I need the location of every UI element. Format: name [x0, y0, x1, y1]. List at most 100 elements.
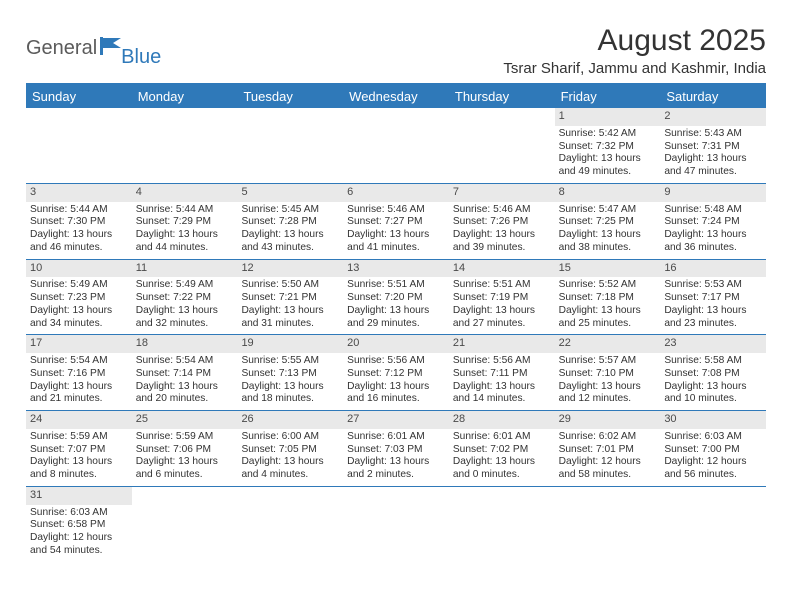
daylight-line: Daylight: 13 hours — [136, 229, 234, 242]
calendar-cell — [555, 487, 661, 562]
sunrise-line: Sunrise: 5:46 AM — [453, 204, 551, 217]
sunset-line: Sunset: 7:32 PM — [559, 141, 657, 154]
day-details: Sunrise: 5:49 AMSunset: 7:23 PMDaylight:… — [26, 277, 132, 334]
daylight-line: and 2 minutes. — [347, 469, 445, 482]
calendar-cell — [132, 108, 238, 183]
sunset-line: Sunset: 7:27 PM — [347, 216, 445, 229]
sunrise-line: Sunrise: 6:03 AM — [664, 431, 762, 444]
sunrise-line: Sunrise: 5:42 AM — [559, 128, 657, 141]
calendar-cell: 22Sunrise: 5:57 AMSunset: 7:10 PMDayligh… — [555, 335, 661, 410]
day-number: 9 — [660, 184, 766, 202]
daylight-line: Daylight: 13 hours — [136, 305, 234, 318]
day-details: Sunrise: 5:51 AMSunset: 7:19 PMDaylight:… — [449, 277, 555, 334]
calendar-cell: 7Sunrise: 5:46 AMSunset: 7:26 PMDaylight… — [449, 184, 555, 259]
sunrise-line: Sunrise: 5:47 AM — [559, 204, 657, 217]
day-details: Sunrise: 5:55 AMSunset: 7:13 PMDaylight:… — [237, 353, 343, 410]
calendar-cell — [660, 487, 766, 562]
sunset-line: Sunset: 7:01 PM — [559, 444, 657, 457]
daylight-line: and 56 minutes. — [664, 469, 762, 482]
daylight-line: and 27 minutes. — [453, 318, 551, 331]
sunrise-line: Sunrise: 6:01 AM — [453, 431, 551, 444]
calendar-cell: 29Sunrise: 6:02 AMSunset: 7:01 PMDayligh… — [555, 411, 661, 486]
logo: General Blue — [26, 28, 161, 69]
daylight-line: and 23 minutes. — [664, 318, 762, 331]
day-details: Sunrise: 5:42 AMSunset: 7:32 PMDaylight:… — [555, 126, 661, 183]
daylight-line: Daylight: 12 hours — [559, 456, 657, 469]
calendar-cell: 20Sunrise: 5:56 AMSunset: 7:12 PMDayligh… — [343, 335, 449, 410]
sunrise-line: Sunrise: 5:56 AM — [453, 355, 551, 368]
calendar-header-row: Sunday Monday Tuesday Wednesday Thursday… — [26, 85, 766, 108]
sunrise-line: Sunrise: 5:55 AM — [241, 355, 339, 368]
sunset-line: Sunset: 7:08 PM — [664, 368, 762, 381]
calendar-cell — [449, 487, 555, 562]
sunrise-line: Sunrise: 5:50 AM — [241, 279, 339, 292]
calendar-cell — [237, 487, 343, 562]
daylight-line: Daylight: 13 hours — [347, 229, 445, 242]
sunset-line: Sunset: 6:58 PM — [30, 519, 128, 532]
calendar-cell: 18Sunrise: 5:54 AMSunset: 7:14 PMDayligh… — [132, 335, 238, 410]
daylight-line: Daylight: 13 hours — [453, 381, 551, 394]
daylight-line: and 6 minutes. — [136, 469, 234, 482]
day-details: Sunrise: 5:54 AMSunset: 7:16 PMDaylight:… — [26, 353, 132, 410]
daylight-line: and 21 minutes. — [30, 393, 128, 406]
calendar-cell: 30Sunrise: 6:03 AMSunset: 7:00 PMDayligh… — [660, 411, 766, 486]
daylight-line: and 12 minutes. — [559, 393, 657, 406]
sunrise-line: Sunrise: 5:54 AM — [30, 355, 128, 368]
sunset-line: Sunset: 7:05 PM — [241, 444, 339, 457]
daylight-line: Daylight: 13 hours — [30, 381, 128, 394]
day-details: Sunrise: 6:03 AMSunset: 6:58 PMDaylight:… — [26, 505, 132, 562]
daylight-line: Daylight: 13 hours — [136, 456, 234, 469]
daylight-line: and 58 minutes. — [559, 469, 657, 482]
day-details: Sunrise: 5:44 AMSunset: 7:30 PMDaylight:… — [26, 202, 132, 259]
day-details: Sunrise: 5:45 AMSunset: 7:28 PMDaylight:… — [237, 202, 343, 259]
day-details: Sunrise: 5:53 AMSunset: 7:17 PMDaylight:… — [660, 277, 766, 334]
daylight-line: Daylight: 13 hours — [30, 305, 128, 318]
daylight-line: Daylight: 13 hours — [453, 305, 551, 318]
day-details: Sunrise: 5:54 AMSunset: 7:14 PMDaylight:… — [132, 353, 238, 410]
sunset-line: Sunset: 7:16 PM — [30, 368, 128, 381]
day-number: 10 — [26, 260, 132, 278]
sunrise-line: Sunrise: 5:49 AM — [136, 279, 234, 292]
day-number: 7 — [449, 184, 555, 202]
calendar-cell: 16Sunrise: 5:53 AMSunset: 7:17 PMDayligh… — [660, 260, 766, 335]
day-details: Sunrise: 5:58 AMSunset: 7:08 PMDaylight:… — [660, 353, 766, 410]
daylight-line: and 38 minutes. — [559, 242, 657, 255]
day-details: Sunrise: 5:47 AMSunset: 7:25 PMDaylight:… — [555, 202, 661, 259]
day-number: 16 — [660, 260, 766, 278]
daylight-line: Daylight: 12 hours — [30, 532, 128, 545]
calendar-cell: 11Sunrise: 5:49 AMSunset: 7:22 PMDayligh… — [132, 260, 238, 335]
sunrise-line: Sunrise: 5:51 AM — [347, 279, 445, 292]
daylight-line: Daylight: 13 hours — [241, 456, 339, 469]
calendar-cell: 21Sunrise: 5:56 AMSunset: 7:11 PMDayligh… — [449, 335, 555, 410]
daylight-line: Daylight: 13 hours — [559, 153, 657, 166]
day-header: Thursday — [449, 85, 555, 108]
sunrise-line: Sunrise: 5:49 AM — [30, 279, 128, 292]
day-number: 29 — [555, 411, 661, 429]
calendar-row: 24Sunrise: 5:59 AMSunset: 7:07 PMDayligh… — [26, 411, 766, 487]
sunrise-line: Sunrise: 5:59 AM — [136, 431, 234, 444]
sunset-line: Sunset: 7:11 PM — [453, 368, 551, 381]
day-details: Sunrise: 5:56 AMSunset: 7:11 PMDaylight:… — [449, 353, 555, 410]
sunrise-line: Sunrise: 5:43 AM — [664, 128, 762, 141]
daylight-line: and 4 minutes. — [241, 469, 339, 482]
day-number: 5 — [237, 184, 343, 202]
day-details: Sunrise: 5:44 AMSunset: 7:29 PMDaylight:… — [132, 202, 238, 259]
sunset-line: Sunset: 7:31 PM — [664, 141, 762, 154]
calendar-cell: 12Sunrise: 5:50 AMSunset: 7:21 PMDayligh… — [237, 260, 343, 335]
sunset-line: Sunset: 7:07 PM — [30, 444, 128, 457]
header: General Blue August 2025 Tsrar Sharif, J… — [26, 24, 766, 77]
day-details: Sunrise: 5:52 AMSunset: 7:18 PMDaylight:… — [555, 277, 661, 334]
day-header: Monday — [132, 85, 238, 108]
calendar-cell: 9Sunrise: 5:48 AMSunset: 7:24 PMDaylight… — [660, 184, 766, 259]
sunset-line: Sunset: 7:12 PM — [347, 368, 445, 381]
sunset-line: Sunset: 7:00 PM — [664, 444, 762, 457]
day-number: 15 — [555, 260, 661, 278]
sunset-line: Sunset: 7:25 PM — [559, 216, 657, 229]
daylight-line: and 54 minutes. — [30, 545, 128, 558]
daylight-line: Daylight: 13 hours — [559, 229, 657, 242]
calendar-cell: 24Sunrise: 5:59 AMSunset: 7:07 PMDayligh… — [26, 411, 132, 486]
daylight-line: and 20 minutes. — [136, 393, 234, 406]
day-details: Sunrise: 5:46 AMSunset: 7:27 PMDaylight:… — [343, 202, 449, 259]
calendar-cell: 1Sunrise: 5:42 AMSunset: 7:32 PMDaylight… — [555, 108, 661, 183]
daylight-line: and 43 minutes. — [241, 242, 339, 255]
